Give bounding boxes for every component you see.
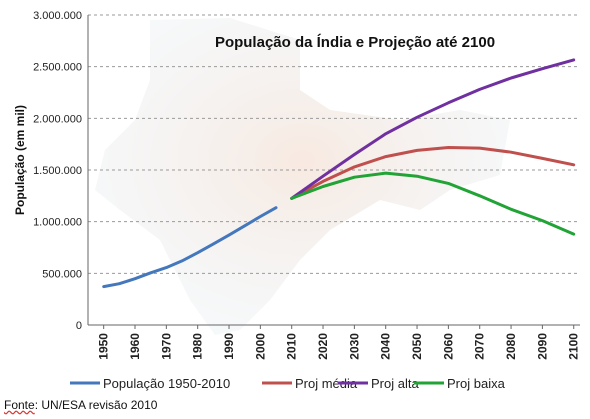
y-tick-label: 1.500.000 (33, 165, 82, 177)
gridlines (88, 14, 580, 274)
series-line (102, 206, 278, 289)
x-tick-label: 2080 (504, 333, 518, 360)
x-axis-ticks: 1950 1960 1970 1980 1990 2000 2010 2020 2030 2040… (97, 325, 581, 360)
y-axis-label: População (em mil) (13, 105, 27, 215)
legend-entry: Proj alta (371, 376, 419, 391)
x-tick-label: 2040 (379, 333, 393, 360)
y-tick-label: 2.000.000 (33, 113, 82, 125)
y-tick-label: 0 (76, 320, 82, 332)
x-tick-label: 1960 (128, 333, 142, 360)
axes (87, 15, 580, 326)
source-text: : UN/ESA revisão 2010 (34, 398, 158, 412)
y-tick-label: 2.500.000 (33, 62, 82, 74)
background-map-image (95, 18, 510, 335)
y-tick-label: 500.000 (42, 268, 82, 280)
y-tick-label: 3.000.000 (33, 10, 82, 22)
x-tick-label: 2000 (253, 333, 267, 360)
source-note: Fonte: UN/ESA revisão 2010 (4, 398, 157, 412)
x-tick-label: 2060 (441, 333, 455, 360)
x-tick-label: 1980 (191, 333, 205, 360)
legend-entry: Proj média (295, 376, 358, 391)
source-prefix: Fonte (4, 398, 35, 412)
x-tick-label: 2020 (316, 333, 330, 360)
x-tick-label: 2100 (567, 333, 581, 360)
x-tick-label: 1950 (97, 333, 111, 360)
series-line (290, 146, 576, 200)
series-lines (102, 58, 576, 289)
series-line (290, 58, 576, 200)
y-tick-label: 1.000.000 (33, 217, 82, 229)
x-tick-label: 1990 (222, 333, 236, 360)
x-tick-label: 2070 (473, 333, 487, 360)
series-line (290, 171, 576, 236)
legend-entry: População 1950-2010 (103, 376, 230, 391)
chart-title: População da Índia e Projeção até 2100 (215, 34, 495, 51)
legend-entry: Proj baixa (447, 376, 506, 391)
x-tick-label: 1970 (159, 333, 173, 360)
y-axis-ticks: 0 500.000 1.000.000 1.500.000 2.000.000 2.500… (33, 10, 82, 332)
legend: População 1950-2010 Proj média Proj alta Pr… (70, 376, 506, 391)
x-tick-label: 2030 (347, 333, 361, 360)
x-tick-label: 2050 (410, 333, 424, 360)
x-tick-label: 2010 (285, 333, 299, 360)
x-tick-label: 2090 (535, 333, 549, 360)
